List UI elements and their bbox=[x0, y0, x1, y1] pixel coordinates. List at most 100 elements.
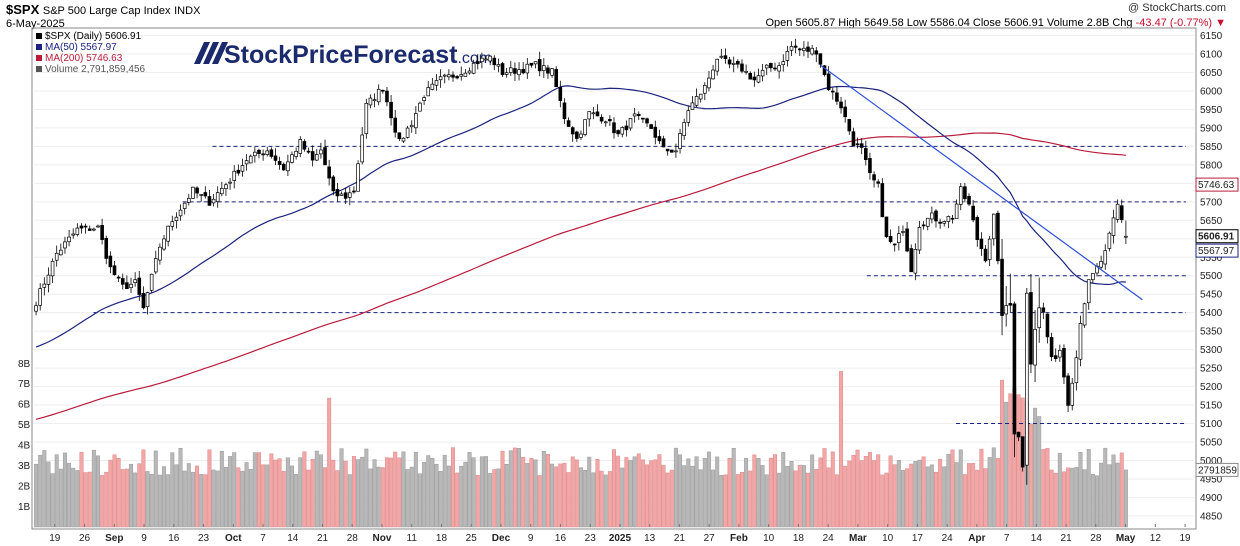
candle bbox=[504, 67, 509, 78]
volume-bar bbox=[471, 457, 476, 528]
volume-bar bbox=[34, 463, 39, 528]
volume-bar bbox=[566, 472, 571, 528]
volume-bar bbox=[735, 474, 740, 528]
volume-bar bbox=[96, 455, 100, 528]
x-tick-label: 16 bbox=[555, 533, 567, 544]
candle bbox=[690, 95, 695, 110]
candle bbox=[405, 125, 410, 139]
volume-bar bbox=[446, 465, 451, 528]
volume-bar bbox=[760, 465, 765, 528]
volume-bar bbox=[777, 472, 782, 528]
volume-bar bbox=[62, 452, 67, 528]
candle bbox=[575, 130, 579, 142]
candle bbox=[195, 186, 199, 199]
volume-bar bbox=[1070, 467, 1075, 528]
candle bbox=[760, 63, 765, 82]
volume-tick-label: 5B bbox=[18, 420, 31, 431]
downtrend-line bbox=[820, 64, 1143, 301]
x-tick-label: 26 bbox=[79, 533, 91, 544]
x-tick-label: 14 bbox=[1031, 533, 1043, 544]
legend-swatch bbox=[36, 33, 42, 39]
candle bbox=[71, 228, 76, 239]
volume-bar bbox=[401, 451, 406, 528]
volume-bar bbox=[607, 471, 612, 528]
volume-bar bbox=[521, 457, 526, 528]
volume-bar bbox=[616, 455, 621, 528]
candle bbox=[897, 226, 901, 251]
candle bbox=[281, 162, 286, 171]
y-tick-label: 5250 bbox=[1200, 364, 1223, 375]
volume-bar bbox=[298, 457, 303, 528]
candle bbox=[517, 62, 521, 81]
volume-tick-label: 3B bbox=[18, 461, 31, 472]
candle bbox=[925, 217, 930, 231]
candle bbox=[608, 115, 612, 126]
x-tick-label: 25 bbox=[466, 533, 478, 544]
candle bbox=[1107, 231, 1112, 252]
candle bbox=[319, 142, 323, 159]
volume-bar bbox=[75, 470, 80, 528]
candle bbox=[447, 69, 451, 81]
volume-bar bbox=[967, 463, 972, 528]
volume-bar bbox=[83, 472, 88, 528]
candle bbox=[269, 147, 274, 159]
candle bbox=[587, 111, 592, 127]
candle bbox=[236, 164, 241, 176]
volume-bar bbox=[290, 465, 294, 528]
volume-bar bbox=[389, 457, 394, 528]
volume-bar bbox=[91, 449, 96, 528]
volume-bar bbox=[252, 452, 257, 528]
y-tick-label: 4950 bbox=[1200, 474, 1223, 485]
high-value: 5649.58 bbox=[863, 17, 904, 29]
candle bbox=[1053, 348, 1058, 362]
candle bbox=[958, 183, 963, 211]
x-tick-label: 9 bbox=[528, 533, 534, 544]
y-tick-label: 5450 bbox=[1200, 290, 1223, 301]
volume-bar bbox=[834, 474, 839, 528]
candle bbox=[525, 57, 530, 80]
watermark-logo-icon bbox=[194, 42, 228, 64]
chart-date: 6-May-2025 bbox=[6, 18, 65, 30]
candle bbox=[595, 104, 600, 117]
volume-bar bbox=[178, 448, 183, 528]
volume-bar bbox=[397, 457, 402, 528]
volume-bar bbox=[1082, 469, 1087, 528]
volume-bar bbox=[500, 450, 505, 528]
volume-bar bbox=[801, 465, 806, 528]
candle bbox=[397, 132, 402, 141]
volume-bar bbox=[533, 459, 538, 528]
volume-tag: 2791859 bbox=[1198, 465, 1237, 476]
volume-bar bbox=[929, 464, 934, 528]
volume-bar bbox=[1095, 475, 1099, 528]
volume-bar bbox=[145, 471, 150, 528]
volume-bar bbox=[921, 456, 926, 528]
candle bbox=[1066, 373, 1070, 412]
volume-tick-label: 6B bbox=[18, 400, 31, 411]
volume-bar bbox=[1016, 394, 1021, 528]
volume-bar bbox=[698, 469, 703, 528]
volume-bar bbox=[905, 468, 910, 528]
legend-swatch bbox=[36, 55, 42, 61]
x-tick-label: 17 bbox=[912, 533, 924, 544]
x-tick-label: 9 bbox=[141, 533, 147, 544]
volume-bar bbox=[166, 474, 171, 528]
volume-bar bbox=[223, 467, 228, 528]
candle bbox=[967, 193, 971, 206]
candle bbox=[694, 88, 699, 107]
legend-entry: MA(200) 5746.63 bbox=[45, 53, 123, 64]
volume-bar bbox=[855, 449, 860, 528]
candle bbox=[414, 106, 418, 135]
volume-bar bbox=[269, 453, 274, 528]
volume-bar bbox=[261, 464, 266, 528]
candle bbox=[888, 229, 893, 244]
candle bbox=[876, 179, 880, 188]
volume-bar bbox=[979, 448, 984, 528]
candle bbox=[343, 187, 348, 204]
volume-bar bbox=[380, 467, 385, 528]
volume-bar bbox=[157, 474, 162, 528]
volume-bar bbox=[186, 463, 191, 528]
candle bbox=[533, 61, 538, 69]
candle bbox=[1111, 209, 1116, 244]
volume-bar bbox=[87, 471, 92, 528]
volume-bar bbox=[991, 447, 996, 528]
